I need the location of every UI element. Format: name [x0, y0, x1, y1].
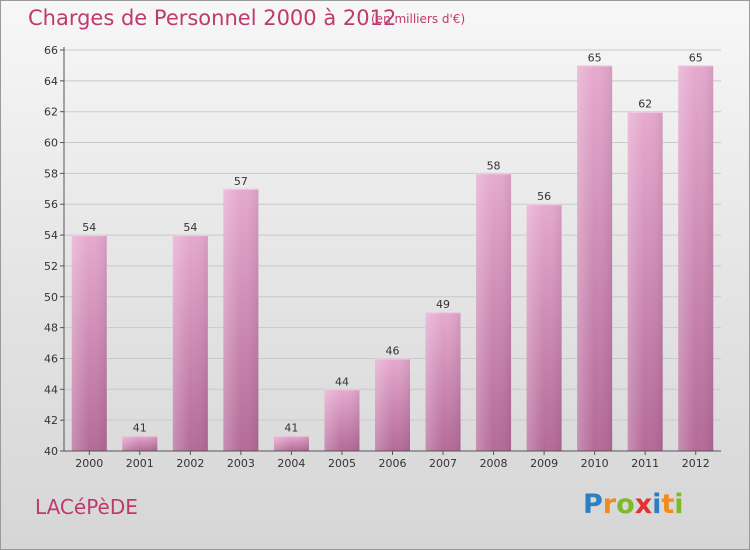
- x-tick-label: 2010: [581, 457, 609, 470]
- logo-letter: i: [674, 489, 684, 520]
- y-tick-label: 58: [44, 167, 58, 180]
- x-tick-label: 2000: [75, 457, 103, 470]
- data-label: 46: [386, 344, 400, 357]
- bar-shading: [223, 188, 259, 452]
- logo-letter: x: [634, 489, 653, 520]
- data-label: 56: [537, 190, 551, 203]
- x-tick-label: 2004: [277, 457, 305, 470]
- data-label: 49: [436, 298, 450, 311]
- proxiti-logo: Proxiti: [583, 489, 684, 520]
- y-tick-label: 48: [44, 322, 58, 335]
- y-tick-label: 46: [44, 352, 58, 365]
- x-tick-label: 2012: [682, 457, 710, 470]
- bar-shading: [678, 65, 714, 451]
- bar-shading: [324, 389, 360, 451]
- y-tick-label: 50: [44, 291, 58, 304]
- logo-letter: P: [583, 489, 603, 520]
- bar-shading: [425, 312, 461, 451]
- y-tick-label: 44: [44, 383, 58, 396]
- data-label: 62: [638, 98, 652, 111]
- y-tick-label: 60: [44, 137, 58, 150]
- y-tick-label: 62: [44, 106, 58, 119]
- logo-letter: o: [616, 489, 635, 520]
- logo-letter: i: [652, 489, 662, 520]
- y-tick-label: 54: [44, 229, 58, 242]
- y-tick-label: 64: [44, 75, 58, 88]
- data-label: 57: [234, 175, 248, 188]
- data-label: 58: [487, 159, 501, 172]
- x-tick-label: 2009: [530, 457, 558, 470]
- bar-shading: [627, 111, 663, 451]
- logo-letter: r: [602, 489, 617, 520]
- y-tick-label: 42: [44, 414, 58, 427]
- bar-shading: [577, 65, 613, 451]
- y-tick-label: 52: [44, 260, 58, 273]
- data-label: 54: [82, 221, 96, 234]
- x-tick-label: 2002: [176, 457, 204, 470]
- logo-letter: t: [661, 489, 675, 520]
- x-tick-label: 2005: [328, 457, 356, 470]
- y-tick-label: 40: [44, 445, 58, 458]
- bars: 54 41 54 57 41 44 46 49 58 56 65 62 65: [71, 51, 714, 452]
- bar-shading: [476, 173, 512, 451]
- data-label: 65: [588, 51, 602, 64]
- x-tick-label: 2008: [480, 457, 508, 470]
- bar-shading: [122, 435, 158, 451]
- x-tick-label: 2003: [227, 457, 255, 470]
- data-label: 54: [183, 221, 197, 234]
- y-tick-label: 66: [44, 44, 58, 57]
- chart-subtitle: (en milliers d'€): [371, 12, 466, 26]
- bar-shading: [71, 235, 107, 451]
- data-label: 41: [284, 422, 298, 435]
- data-label: 44: [335, 375, 349, 388]
- bar-shading: [172, 235, 208, 451]
- x-tick-label: 2007: [429, 457, 457, 470]
- x-tick-label: 2011: [631, 457, 659, 470]
- data-label: 65: [689, 51, 703, 64]
- chart-title: Charges de Personnel 2000 à 2012: [28, 6, 397, 30]
- bar-shading: [273, 435, 309, 451]
- x-tick-label: 2006: [379, 457, 407, 470]
- bar-shading: [375, 358, 410, 451]
- data-label: 41: [133, 422, 147, 435]
- city-name: LACéPèDE: [35, 495, 138, 519]
- x-tick-label: 2001: [126, 457, 154, 470]
- y-tick-label: 56: [44, 198, 58, 211]
- axes: 40 42 44 46 48 50 52 54 56 58 60 62 64 66 2000 2001 2002…: [44, 44, 721, 470]
- bar-shading: [526, 204, 562, 451]
